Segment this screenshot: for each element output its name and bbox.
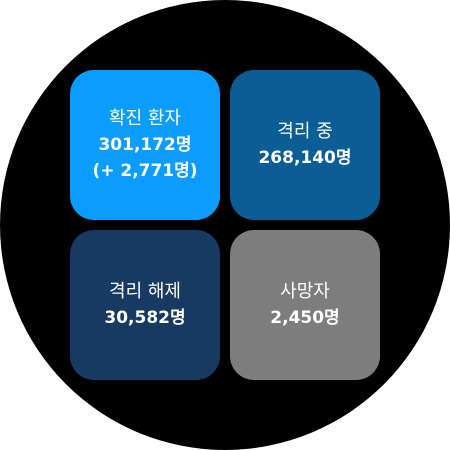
- deaths-tile[interactable]: 사망자 2,450명: [230, 230, 380, 380]
- confirmed-cases-tile[interactable]: 확진 환자 301,172명 (+ 2,771명): [70, 70, 220, 220]
- isolating-tile[interactable]: 격리 중 268,140명: [230, 70, 380, 220]
- isolating-label: 격리 중: [277, 121, 333, 142]
- deaths-value: 2,450명: [270, 308, 340, 328]
- released-label: 격리 해제: [109, 281, 181, 302]
- confirmed-cases-value: 301,172명: [98, 135, 192, 155]
- confirmed-cases-delta: (+ 2,771명): [92, 161, 198, 181]
- isolating-value: 268,140명: [258, 148, 352, 168]
- deaths-label: 사망자: [280, 281, 330, 302]
- confirmed-cases-label: 확진 환자: [109, 108, 181, 129]
- released-tile[interactable]: 격리 해제 30,582명: [70, 230, 220, 380]
- released-value: 30,582명: [104, 308, 186, 328]
